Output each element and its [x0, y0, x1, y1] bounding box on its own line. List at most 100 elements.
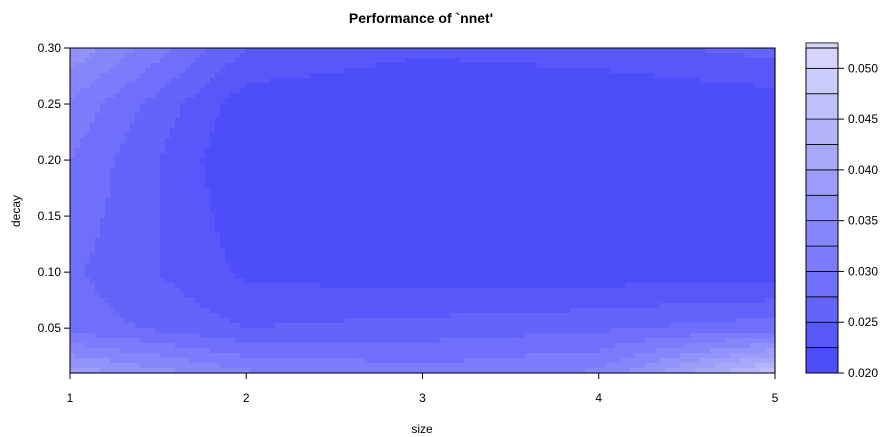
heatmap-cell: [295, 258, 301, 264]
heatmap-cell: [400, 238, 406, 244]
heatmap-cell: [110, 348, 116, 354]
heatmap-cell: [350, 188, 356, 194]
heatmap-cell: [365, 333, 371, 339]
heatmap-cell: [330, 53, 336, 59]
heatmap-cell: [315, 228, 321, 234]
heatmap-cell: [130, 158, 136, 164]
heatmap-cell: [355, 193, 361, 199]
heatmap-cell: [140, 223, 146, 229]
heatmap-cell: [170, 233, 176, 239]
heatmap-cell: [310, 293, 316, 299]
heatmap-cell: [135, 53, 141, 59]
heatmap-cell: [450, 63, 456, 69]
heatmap-cell: [260, 88, 266, 94]
heatmap-cell: [335, 283, 341, 289]
heatmap-cell: [155, 78, 161, 84]
heatmap-cell: [260, 53, 266, 59]
heatmap-cell: [175, 228, 181, 234]
heatmap-cell: [345, 193, 351, 199]
heatmap-cell: [225, 103, 231, 109]
heatmap-cell: [350, 293, 356, 299]
heatmap-cell: [70, 218, 76, 224]
heatmap-cell: [135, 98, 141, 104]
heatmap-cell: [315, 138, 321, 144]
heatmap-cell: [135, 263, 141, 269]
heatmap-cell: [355, 348, 361, 354]
heatmap-cell: [450, 218, 456, 224]
heatmap-cell: [185, 258, 191, 264]
heatmap-cell: [360, 173, 366, 179]
heatmap-cell: [285, 263, 291, 269]
heatmap-cell: [280, 93, 286, 99]
heatmap-cell: [170, 68, 176, 74]
heatmap-cell: [150, 298, 156, 304]
heatmap-cell: [340, 263, 346, 269]
heatmap-cell: [350, 138, 356, 144]
heatmap-cell: [375, 68, 381, 74]
heatmap-cell: [250, 278, 256, 284]
heatmap-cell: [85, 133, 91, 139]
heatmap-cell: [115, 58, 121, 64]
heatmap-cell: [395, 233, 401, 239]
heatmap-cell: [100, 288, 106, 294]
heatmap-cell: [320, 208, 326, 214]
heatmap-cell: [150, 273, 156, 279]
heatmap-cell: [95, 153, 101, 159]
heatmap-cell: [235, 188, 241, 194]
heatmap-cell: [240, 273, 246, 279]
heatmap-cell: [335, 88, 341, 94]
heatmap-cell: [255, 353, 261, 359]
heatmap-cell: [145, 143, 151, 149]
heatmap-cell: [420, 53, 426, 59]
heatmap-cell: [240, 128, 246, 134]
heatmap-cell: [195, 223, 201, 229]
heatmap-cell: [255, 158, 261, 164]
heatmap-cell: [335, 98, 341, 104]
heatmap-cell: [105, 258, 111, 264]
heatmap-cell: [85, 213, 91, 219]
heatmap-cell: [240, 253, 246, 259]
heatmap-cell: [145, 303, 151, 309]
heatmap-cell: [215, 208, 221, 214]
heatmap-cell: [145, 218, 151, 224]
heatmap-cell: [85, 223, 91, 229]
heatmap-cell: [450, 268, 456, 274]
heatmap-cell: [200, 328, 206, 334]
heatmap-cell: [180, 93, 186, 99]
heatmap-cell: [140, 98, 146, 104]
heatmap-cell: [95, 178, 101, 184]
heatmap-cell: [300, 228, 306, 234]
heatmap-cell: [80, 343, 86, 349]
heatmap-cell: [180, 223, 186, 229]
heatmap-cell: [290, 203, 296, 209]
heatmap-cell: [425, 253, 431, 259]
heatmap-cell: [305, 93, 311, 99]
heatmap-cell: [180, 208, 186, 214]
heatmap-cell: [210, 268, 216, 274]
heatmap-cell: [285, 73, 291, 79]
heatmap-cell: [205, 173, 211, 179]
heatmap-cell: [135, 303, 141, 309]
heatmap-cell: [400, 53, 406, 59]
heatmap-cell: [315, 88, 321, 94]
heatmap-cell: [210, 73, 216, 79]
heatmap-cell: [285, 278, 291, 284]
heatmap-cell: [125, 318, 131, 324]
heatmap-cell: [280, 83, 286, 89]
heatmap-cell: [130, 298, 136, 304]
heatmap-cell: [420, 233, 426, 239]
heatmap-cell: [235, 248, 241, 254]
heatmap-cell: [75, 218, 81, 224]
heatmap-cell: [175, 273, 181, 279]
heatmap-cell: [120, 248, 126, 254]
heatmap-cell: [145, 103, 151, 109]
heatmap-cell: [450, 133, 456, 139]
heatmap-cell: [75, 233, 81, 239]
heatmap-cell: [380, 263, 386, 269]
heatmap-cell: [90, 183, 96, 189]
heatmap-cell: [180, 238, 186, 244]
heatmap-cell: [215, 193, 221, 199]
heatmap-cell: [210, 178, 216, 184]
heatmap-cell: [345, 363, 351, 369]
